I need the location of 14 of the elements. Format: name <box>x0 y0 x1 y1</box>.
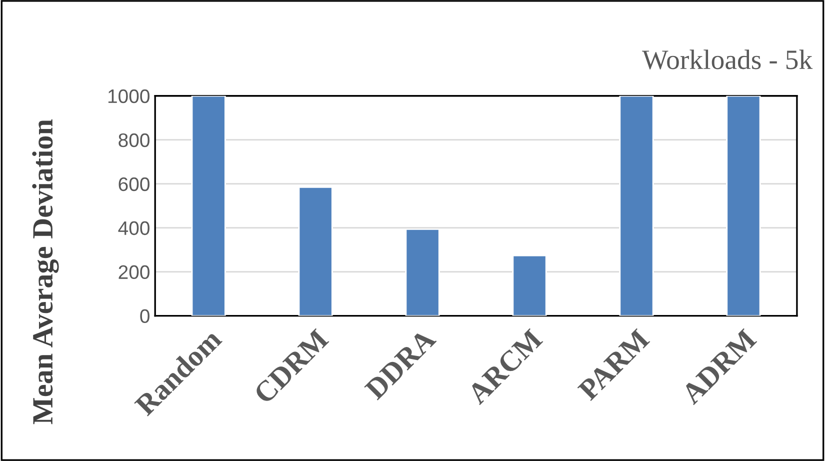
y-tick-label: 0 <box>140 309 150 324</box>
bar <box>298 186 333 316</box>
bar <box>619 96 654 316</box>
bar <box>191 96 226 316</box>
y-tick-label: 400 <box>118 221 150 236</box>
y-axis-title: Mean Average Deviation <box>32 119 59 424</box>
y-tick-label: 200 <box>118 265 150 280</box>
y-tick-label: 1000 <box>108 89 150 104</box>
bar <box>405 228 440 316</box>
chart-title: Workloads - 5k <box>642 50 813 70</box>
bar <box>512 254 547 316</box>
y-tick-label: 800 <box>118 133 150 148</box>
y-tick-label: 600 <box>118 177 150 192</box>
bar <box>726 96 761 316</box>
